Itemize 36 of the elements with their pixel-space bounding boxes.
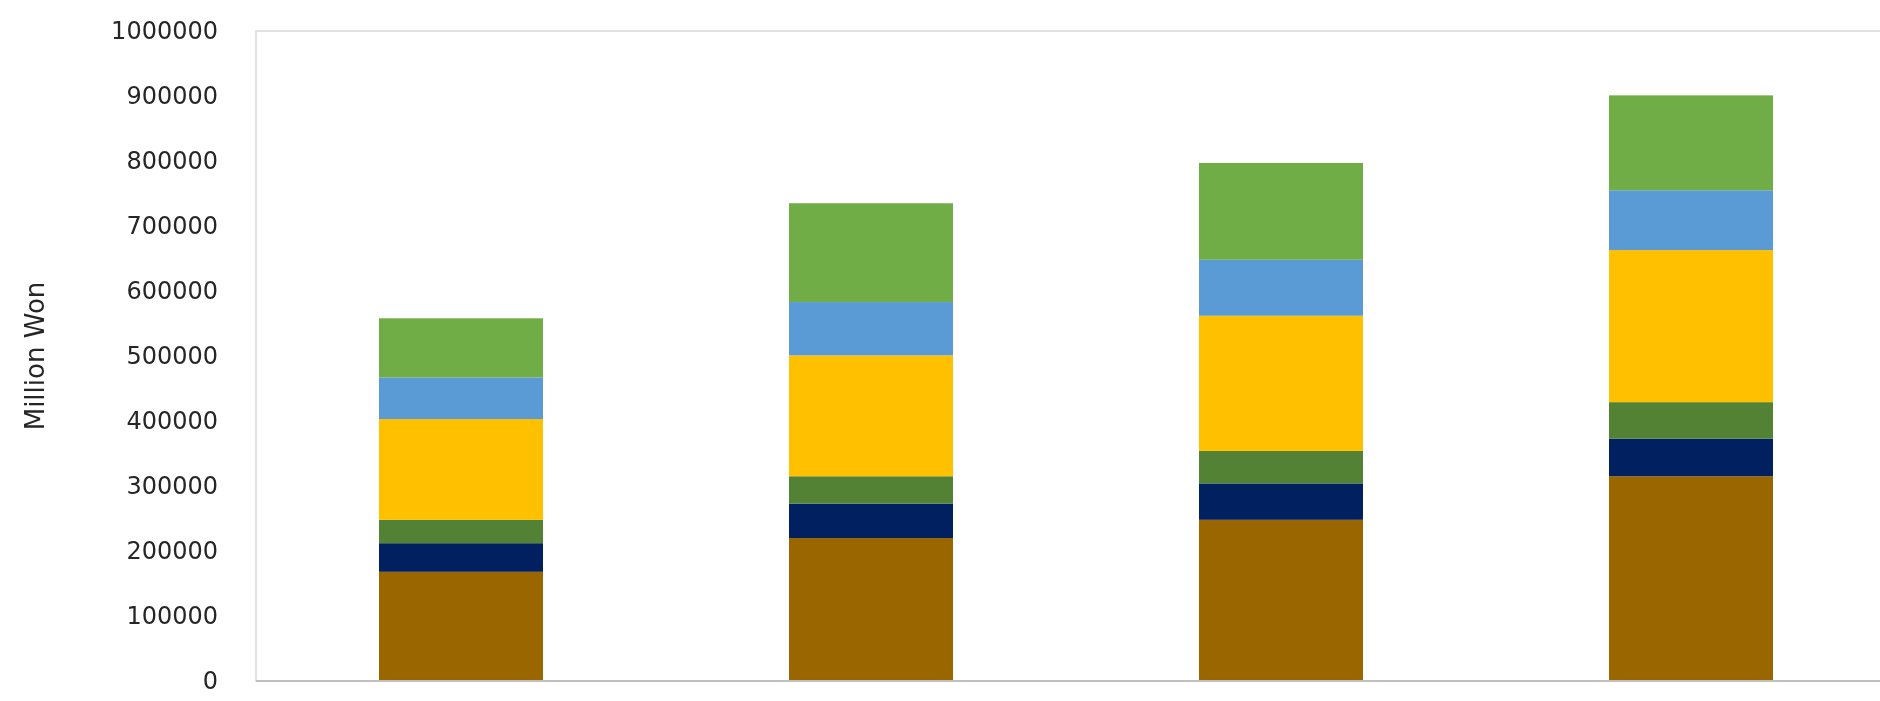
bar [789, 538, 953, 681]
bar [1199, 483, 1363, 520]
bar [379, 519, 543, 544]
bar [1609, 190, 1773, 251]
y-tick-label: 500000 [126, 342, 218, 371]
y-axis-title: Million Won [20, 281, 50, 431]
bar [379, 543, 543, 572]
bar [1609, 402, 1773, 439]
bar [1199, 162, 1363, 260]
bar [789, 503, 953, 538]
bar [379, 419, 543, 520]
y-tick-label: 400000 [126, 407, 218, 436]
y-tick-label: 300000 [126, 472, 218, 501]
y-tick-label: 200000 [126, 537, 218, 566]
bar [1199, 259, 1363, 316]
bar [789, 302, 953, 356]
y-tick-label: 1000000 [111, 17, 218, 46]
y-tick-label: 700000 [126, 212, 218, 241]
bar [789, 203, 953, 303]
y-tick-label: 600000 [126, 277, 218, 306]
y-tick-label: 100000 [126, 602, 218, 631]
y-tick-label: 800000 [126, 147, 218, 176]
y-tick-label: 0 [202, 667, 218, 696]
bar [1199, 519, 1363, 681]
bar [379, 318, 543, 378]
bar [1609, 250, 1773, 403]
bar [379, 377, 543, 420]
bar [1609, 476, 1773, 681]
bar [1199, 315, 1363, 451]
bar [379, 571, 543, 681]
bar [789, 355, 953, 477]
bar [1199, 450, 1363, 484]
bar [1609, 95, 1773, 191]
bar [1609, 438, 1773, 477]
y-tick-label: 900000 [126, 82, 218, 111]
bar [789, 476, 953, 504]
